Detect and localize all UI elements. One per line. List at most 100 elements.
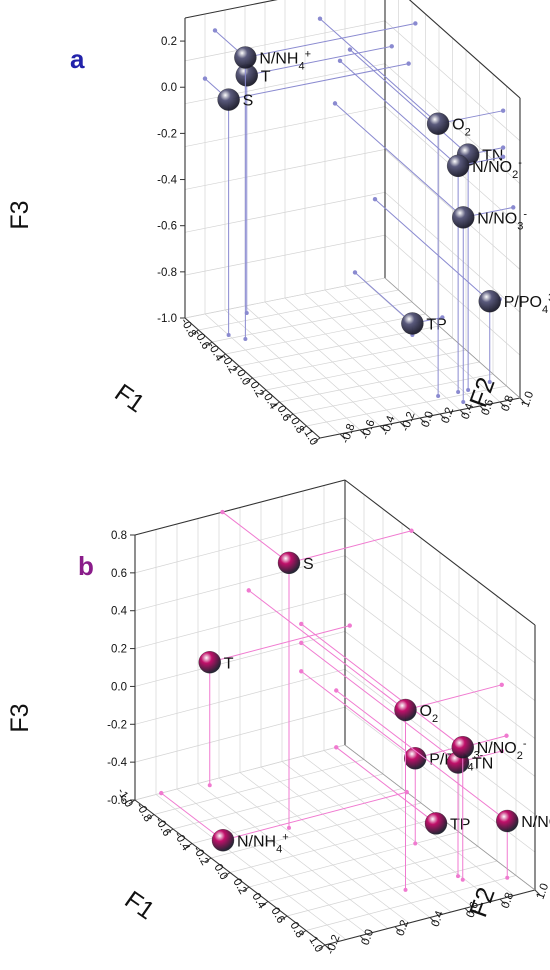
z-tick-label: 0.0 [161, 82, 177, 94]
wall-projection-dot [409, 528, 414, 533]
y-tick-label: 1.0 [535, 882, 550, 901]
floor-grid-line [279, 361, 480, 403]
wall-projection-dot [334, 745, 339, 750]
wall-projection-dot [406, 61, 411, 66]
floor-projection-dot [243, 337, 248, 341]
label-main: T [224, 655, 234, 672]
chart-panel-b: -0.6-0.4-0.20.00.20.40.60.8-1.0-0.8-0.6-… [6, 479, 550, 956]
data-point-sphere [277, 551, 301, 574]
floor-projection-dot [466, 388, 471, 392]
wall-projection-dot [317, 16, 323, 21]
floor-grid-line [305, 875, 517, 931]
wall-projection-dot [347, 47, 353, 52]
wall-projection-dot [220, 509, 225, 515]
data-point-label: N/NO3- [521, 812, 550, 836]
x-tick-mark [280, 915, 288, 921]
wall-projection-line [248, 589, 406, 711]
y-tick-mark [439, 413, 446, 420]
x-tick-mark [246, 377, 253, 383]
floor-projection-dot [461, 400, 466, 404]
data-point-label: N/NH4+ [237, 831, 289, 855]
z-tick-label: 0.4 [111, 606, 128, 618]
label-main: T [261, 68, 271, 85]
data-point-label: O2 [420, 703, 439, 725]
x-tick-mark [242, 886, 250, 892]
floor-projection-dot [413, 841, 418, 846]
box-edge [384, 277, 521, 399]
label-subscript: 2 [517, 750, 523, 762]
z-tick-label: -0.4 [107, 757, 127, 769]
y-tick-label: 0.4 [460, 401, 477, 421]
y-tick-mark [359, 935, 366, 942]
wall-projection-line [300, 670, 416, 759]
floor-projection-dot [287, 825, 291, 830]
data-point-sphere [451, 736, 474, 759]
z-tick-label: -1.0 [157, 313, 177, 325]
x-tick-mark [128, 799, 136, 805]
label-main: TP [450, 816, 470, 833]
wall-projection-line [334, 103, 464, 218]
data-point-label: T [224, 655, 234, 672]
wall-projection-dot [389, 44, 394, 49]
wall-projection-dot [299, 621, 304, 627]
x-tick-label: 0.6 [268, 906, 286, 926]
y-tick-label: -0.2 [400, 410, 418, 433]
x-tick-mark [299, 930, 307, 935]
label-superscript: + [282, 831, 288, 843]
wall-projection-line [300, 623, 464, 748]
x-tick-mark [259, 389, 267, 395]
y-tick-mark [479, 405, 486, 412]
x-tick-mark [286, 413, 294, 419]
wall-projection-dot [246, 588, 251, 593]
wall-projection-line [209, 625, 350, 663]
floor-projection-dot [226, 333, 231, 337]
data-point-sphere [452, 206, 475, 229]
y-tick-mark [324, 944, 331, 951]
data-point-label: S [243, 93, 254, 110]
floor-grid-line [323, 750, 515, 896]
floor-projection-dot [436, 394, 441, 398]
floor-grid-line [281, 761, 473, 907]
label-superscript: 3- [474, 749, 484, 761]
floor-grid-line [260, 766, 452, 913]
label-subscript: 2 [432, 713, 438, 725]
floor-grid-line [239, 772, 431, 918]
label-main: N/NO [477, 210, 517, 227]
box-edge [184, 0, 278, 19]
wall-projection-dot [500, 108, 506, 113]
wall-projection-dot [299, 640, 304, 646]
x-tick-label: 0.0 [211, 862, 229, 882]
label-superscript: 3- [548, 292, 550, 304]
label-main: TN [472, 756, 493, 773]
z-axis-title: F3 [6, 703, 34, 732]
wall-projection-dot [352, 270, 358, 275]
y-tick-label: 0.2 [395, 919, 412, 938]
label-main: N/NH [237, 833, 276, 850]
wall-projection-dot [504, 733, 509, 738]
panel-letter: b [78, 551, 94, 581]
floor-grid-line [248, 831, 460, 888]
data-point-sphere [478, 290, 501, 313]
wall-projection-line [354, 272, 413, 324]
x-tick-mark [205, 341, 213, 347]
floor-projection-dot [460, 877, 465, 882]
x-tick-label: -0.2 [190, 844, 210, 867]
label-subscript: 4 [276, 843, 282, 855]
y-tick-label: 0.6 [480, 398, 497, 417]
label-main: TP [426, 316, 446, 333]
x-tick-mark [232, 365, 240, 371]
data-point-sphere [211, 829, 235, 852]
floor-grid-line [344, 285, 481, 407]
data-point-sphere [217, 88, 240, 111]
x-tick-mark [273, 401, 280, 407]
x-axis-title: F1 [110, 379, 150, 419]
y-tick-label: -0.8 [340, 422, 358, 445]
box-edge [134, 479, 346, 536]
y-tick-mark [464, 907, 471, 914]
x-tick-label: -0.4 [171, 830, 192, 854]
x-tick-label: 0.2 [230, 877, 248, 897]
z-tick-label: -0.6 [157, 221, 177, 233]
wall-projection-dot [511, 205, 516, 210]
label-main: O [452, 117, 464, 134]
wall-projection-dot [347, 623, 352, 628]
